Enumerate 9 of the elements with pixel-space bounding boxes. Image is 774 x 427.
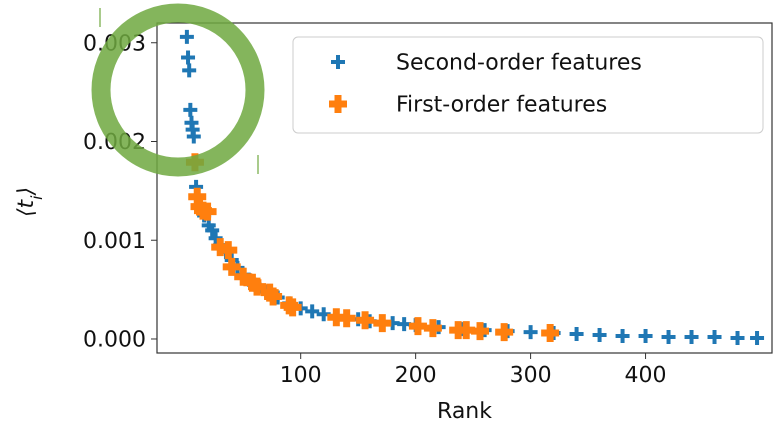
x-axis-title: Rank bbox=[437, 399, 492, 424]
x-tick-label: 100 bbox=[280, 363, 322, 388]
x-tick-label: 300 bbox=[510, 363, 552, 388]
y-tick-label: 0.000 bbox=[83, 328, 146, 353]
x-tick-label: 200 bbox=[394, 363, 437, 388]
legend-label: Second-order features bbox=[396, 50, 642, 76]
y-tick-label: 0.001 bbox=[83, 228, 146, 254]
legend-label: First-order features bbox=[396, 92, 608, 118]
x-tick-label: 400 bbox=[624, 363, 667, 388]
